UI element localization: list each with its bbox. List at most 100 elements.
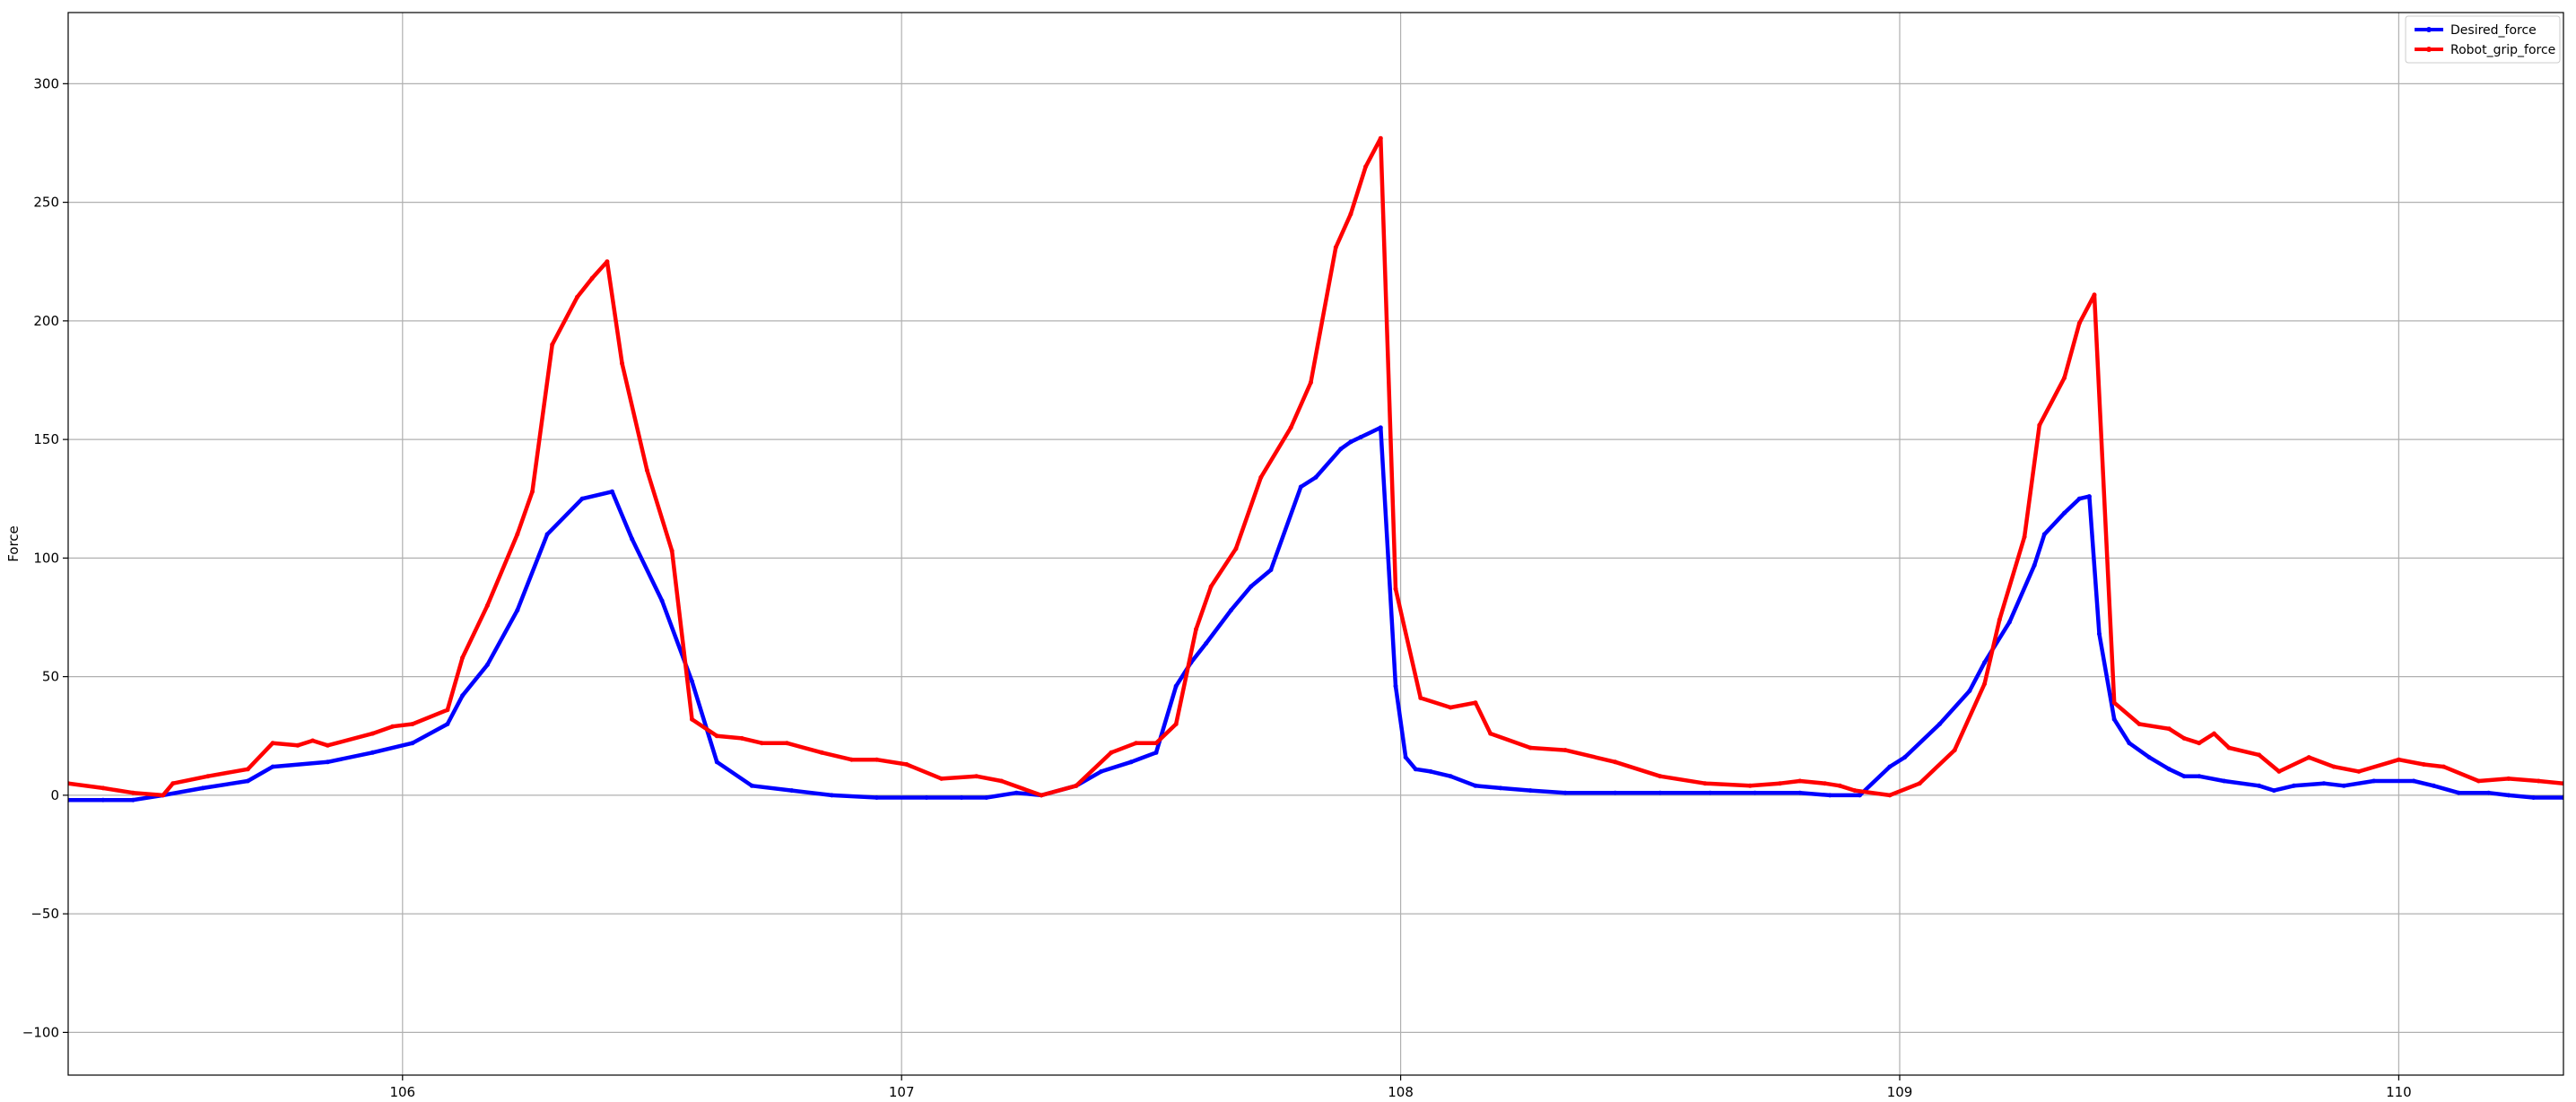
series-point-2 — [1039, 793, 1044, 798]
series-point-1 — [1128, 759, 1134, 765]
series-point-1 — [68, 797, 71, 803]
series-point-2 — [2331, 764, 2337, 769]
series-point-2 — [1363, 164, 1369, 169]
series-point-2 — [390, 724, 396, 729]
series-point-2 — [68, 781, 71, 786]
series-point-2 — [2181, 735, 2187, 741]
series-point-2 — [295, 742, 300, 748]
legend-marker — [2426, 27, 2432, 32]
series-point-1 — [2166, 767, 2171, 772]
series-point-2 — [2092, 292, 2097, 298]
series-point-2 — [1837, 783, 1842, 788]
series-point-1 — [1797, 790, 1803, 795]
series-point-2 — [205, 774, 211, 779]
series-point-2 — [1208, 584, 1214, 589]
series-point-2 — [2111, 700, 2117, 706]
series-point-1 — [1827, 793, 1832, 798]
series-point-1 — [1413, 767, 1418, 772]
y-tick-label: 0 — [50, 787, 59, 803]
series-point-1 — [1348, 439, 1353, 445]
series-point-1 — [245, 778, 250, 784]
y-tick-label: −100 — [22, 1024, 59, 1040]
series-point-1 — [2431, 783, 2436, 788]
series-point-1 — [579, 496, 585, 501]
series-point-2 — [270, 741, 275, 746]
series-point-1 — [484, 662, 490, 667]
series-point-2 — [1613, 759, 1618, 765]
series-point-2 — [100, 785, 106, 791]
series-point-1 — [959, 795, 964, 800]
series-point-2 — [874, 757, 879, 762]
series-point-2 — [1852, 788, 1858, 794]
series-point-2 — [2037, 422, 2042, 428]
series-point-2 — [2197, 741, 2202, 746]
y-tick-label: 100 — [33, 550, 59, 566]
series-point-2 — [2396, 757, 2401, 762]
series-point-2 — [445, 707, 450, 713]
legend-box — [2405, 15, 2561, 64]
series-point-1 — [1428, 768, 1433, 774]
series-point-1 — [1937, 722, 1942, 726]
series-point-2 — [1109, 750, 1114, 755]
series-point-1 — [544, 532, 550, 537]
series-point-1 — [789, 788, 795, 794]
series-point-2 — [1153, 741, 1159, 746]
x-tick-label: 108 — [1388, 1084, 1414, 1100]
series-point-1 — [2222, 778, 2227, 784]
series-point-2 — [1448, 705, 1453, 710]
series-point-1 — [325, 759, 330, 765]
series-point-1 — [1498, 785, 1503, 791]
series-point-1 — [2197, 774, 2202, 779]
series-point-1 — [1613, 790, 1618, 795]
series-point-2 — [714, 733, 719, 739]
series-point-1 — [1014, 790, 1019, 795]
series-point-2 — [2441, 764, 2446, 769]
series-point-1 — [1473, 783, 1478, 788]
series-point-2 — [1997, 617, 2002, 622]
series-point-1 — [1393, 683, 1398, 689]
series-point-2 — [2356, 768, 2362, 774]
series-point-1 — [2257, 783, 2262, 788]
series-point-1 — [1858, 793, 1862, 798]
series-point-2 — [575, 294, 579, 299]
series-point-1 — [100, 797, 106, 803]
series-point-2 — [2306, 755, 2311, 760]
series-point-1 — [1358, 435, 1363, 439]
series-point-2 — [460, 655, 466, 660]
series-point-1 — [690, 679, 694, 684]
series-point-1 — [1298, 484, 1303, 490]
series-point-1 — [749, 783, 754, 788]
series-point-2 — [1917, 781, 1922, 786]
series-point-1 — [2032, 562, 2037, 568]
series-point-2 — [1823, 781, 1827, 786]
axis-ticks: 106 107 108 109 110 −100 −50 0 50 100 150 200 250 300 — [22, 75, 2412, 1100]
series-point-2 — [1173, 722, 1179, 726]
series-point-2 — [1258, 474, 1264, 480]
series-point-1 — [2341, 783, 2346, 788]
series-point-2 — [669, 548, 674, 553]
x-tick-label: 106 — [389, 1084, 415, 1100]
series-point-2 — [605, 259, 610, 265]
series-point-2 — [904, 762, 909, 767]
series-point-1 — [2456, 790, 2461, 795]
series-point-2 — [1952, 748, 1957, 753]
series-point-1 — [2561, 795, 2563, 800]
y-tick-label: 200 — [33, 313, 59, 329]
series-point-1 — [2006, 620, 2012, 625]
series-point-1 — [714, 759, 719, 765]
series-point-2 — [2166, 726, 2171, 732]
series-point-2 — [1308, 380, 1313, 386]
series-point-2 — [1348, 212, 1353, 217]
plot-area — [68, 135, 2563, 803]
series-point-1 — [1562, 790, 1568, 795]
series-point-1 — [2041, 532, 2047, 537]
series-point-1 — [924, 795, 929, 800]
series-point-1 — [2321, 781, 2327, 786]
series-point-2 — [515, 532, 520, 537]
series-point-2 — [1074, 783, 1079, 788]
legend: Desired_force Robot_grip_force — [2405, 15, 2561, 64]
series-point-2 — [690, 716, 694, 722]
series-point-1 — [1403, 755, 1408, 760]
